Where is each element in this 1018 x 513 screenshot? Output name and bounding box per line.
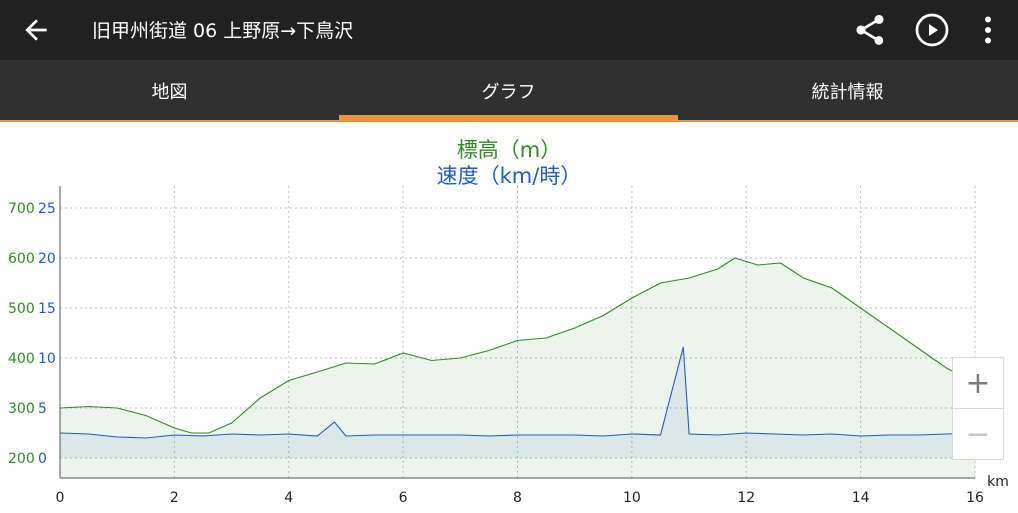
y-tick-label-speed: 25 bbox=[38, 201, 56, 217]
x-tick-label: 8 bbox=[513, 490, 522, 506]
legend-speed: 速度（km/時） bbox=[436, 164, 582, 188]
y-tick-label-elevation: 400 bbox=[8, 351, 35, 367]
chart-plots bbox=[59, 257, 976, 478]
x-tick-label: 0 bbox=[56, 490, 65, 506]
zoom-in-button[interactable]: + bbox=[952, 357, 1004, 409]
y-tick-label-speed: 5 bbox=[38, 401, 47, 417]
y-tick-label-elevation: 300 bbox=[8, 401, 35, 417]
x-tick-label: 4 bbox=[284, 490, 293, 506]
tab-map[interactable]: 地図 bbox=[0, 60, 339, 122]
zoom-out-button[interactable]: − bbox=[952, 408, 1004, 460]
speed-area bbox=[60, 347, 975, 458]
x-tick-label: 12 bbox=[737, 490, 755, 506]
legend-elevation: 標高（m） bbox=[456, 138, 562, 162]
x-tick-label: 6 bbox=[399, 490, 408, 506]
speed-line bbox=[59, 346, 976, 439]
tab-label: グラフ bbox=[481, 82, 536, 103]
app-bar: 旧甲州街道 06 上野原→下鳥沢 bbox=[0, 0, 1018, 60]
x-tick-label: 14 bbox=[852, 490, 870, 506]
tab-statistics[interactable]: 統計情報 bbox=[678, 60, 1017, 122]
tab-label: 統計情報 bbox=[811, 82, 884, 103]
y-tick-label-speed: 10 bbox=[38, 351, 56, 367]
x-axis-unit: km bbox=[987, 474, 1009, 490]
elevation-area bbox=[60, 258, 975, 478]
y-tick-label-elevation: 700 bbox=[8, 201, 35, 217]
y-tick-label-speed: 0 bbox=[38, 451, 47, 467]
arrow-left-icon[interactable] bbox=[20, 14, 52, 46]
x-tick-label: 2 bbox=[170, 490, 179, 506]
tab-graph[interactable]: グラフ bbox=[339, 60, 678, 122]
tab-selected-indicator bbox=[339, 115, 678, 122]
play-icon[interactable] bbox=[914, 12, 950, 48]
tab-divider bbox=[0, 120, 1018, 122]
y-tick-label-elevation: 500 bbox=[8, 301, 35, 317]
page-title: 旧甲州街道 06 上野原→下鳥沢 bbox=[92, 20, 354, 42]
elevation-line bbox=[59, 257, 976, 434]
x-tick-label: 10 bbox=[623, 490, 641, 506]
y-tick-label-speed: 15 bbox=[38, 301, 56, 317]
tab-label: 地図 bbox=[151, 82, 188, 103]
y-tick-label-elevation: 600 bbox=[8, 251, 35, 267]
y-tick-label-speed: 20 bbox=[38, 251, 56, 267]
y-tick-label-elevation: 200 bbox=[8, 451, 35, 467]
more-vert-icon[interactable] bbox=[970, 12, 1006, 48]
x-tick-label: 16 bbox=[966, 490, 984, 506]
share-icon[interactable] bbox=[852, 12, 888, 48]
tab-bar: 地図 グラフ 統計情報 bbox=[0, 60, 1018, 122]
chart-grid bbox=[59, 186, 976, 478]
